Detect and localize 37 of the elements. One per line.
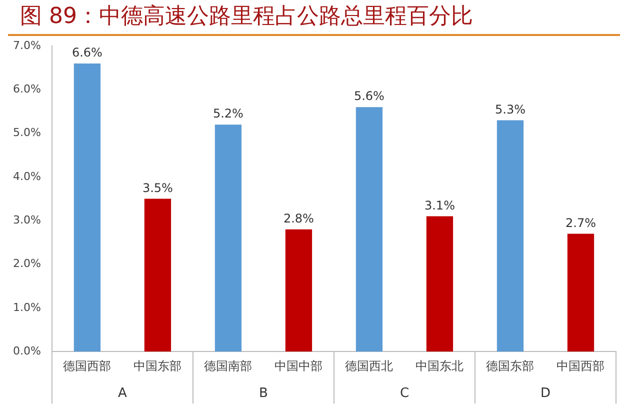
data-label: 5.6%: [354, 89, 384, 104]
text: A: [118, 386, 127, 401]
y-tick-label: 3.0%: [12, 213, 41, 226]
bar: [144, 198, 172, 352]
bar: [567, 234, 594, 352]
bar: [496, 120, 524, 352]
text: B: [259, 386, 268, 401]
data-label: 2.7%: [565, 216, 596, 230]
x-tick-label: 德国东部: [486, 358, 534, 373]
bar: [356, 107, 383, 352]
bar: [74, 63, 101, 352]
x-tick-label: 中国中部: [274, 358, 323, 373]
y-tick-label: 0.0%: [12, 344, 41, 358]
y-tick-label: 7.0%: [12, 38, 41, 52]
bar: [214, 124, 242, 352]
y-tick-label: 1.0%: [12, 300, 41, 314]
x-tick-label: 德国西北: [345, 358, 394, 373]
data-label: 2.8%: [283, 211, 314, 226]
bar: [426, 216, 454, 352]
text: C: [400, 386, 410, 401]
x-tick-label: 德国南部: [204, 358, 252, 373]
x-tick-label: 中国东部: [134, 358, 182, 373]
y-tick-label: 4.0%: [12, 170, 41, 183]
chart-title: 图 89：中德高速公路里程占公路总里程百分比: [8, 0, 620, 36]
data-label: 5.2%: [212, 106, 244, 121]
y-tick-label: 5.0%: [12, 126, 41, 140]
x-tick-label: 中国东北: [416, 358, 464, 373]
x-tick-label: 德国西部: [63, 358, 112, 373]
data-label: 3.5%: [142, 180, 173, 195]
y-tick-label: 2.0%: [12, 257, 41, 270]
data-label: 3.1%: [424, 198, 455, 212]
data-label: 6.6%: [72, 46, 102, 60]
y-tick-label: 6.0%: [12, 82, 41, 96]
data-label: 5.3%: [494, 102, 526, 116]
text: D: [540, 386, 550, 401]
x-tick-label: 中国西部: [556, 358, 605, 373]
bar: [285, 229, 312, 352]
